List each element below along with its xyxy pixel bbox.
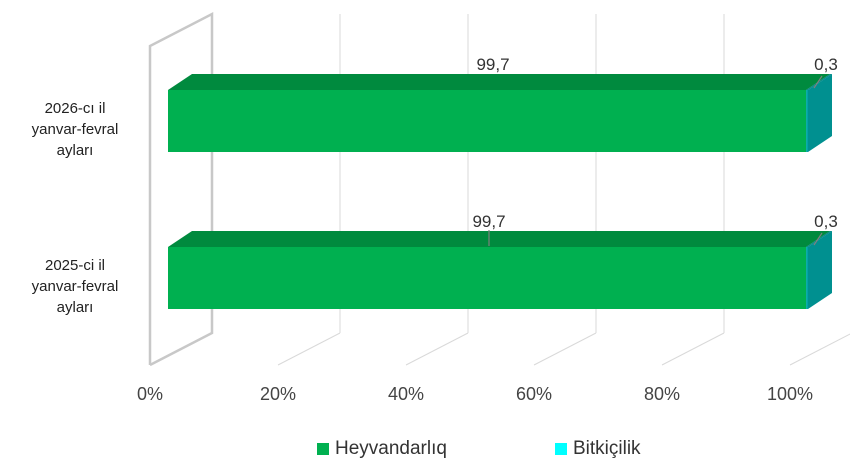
bar-top bbox=[806, 231, 832, 247]
data-label-leader bbox=[813, 75, 823, 89]
x-tick-label: 40% bbox=[388, 384, 424, 404]
floor-gridline bbox=[789, 333, 850, 366]
category-label-2025: 2025-ci il yanvar-fevral ayları bbox=[0, 255, 150, 318]
bar-side bbox=[808, 74, 832, 152]
bar-front bbox=[806, 90, 808, 152]
category-label-line: ayları bbox=[56, 299, 94, 316]
x-tick-label: 80% bbox=[644, 384, 680, 404]
legend-label-heyvandarliq: Heyvandarlıq bbox=[335, 438, 447, 459]
floor-gridline bbox=[533, 332, 597, 366]
data-label: 99,7 bbox=[472, 212, 505, 231]
data-label: 0,3 bbox=[814, 55, 838, 74]
category-label-line: 2025-ci il bbox=[44, 257, 106, 274]
x-tick-label: 20% bbox=[260, 384, 296, 404]
legend: Heyvandarlıq Bitkiçilik bbox=[0, 438, 850, 459]
bar-front bbox=[168, 247, 807, 309]
legend-item-heyvandarliq[interactable]: Heyvandarlıq bbox=[317, 438, 447, 460]
bar-side bbox=[808, 231, 832, 309]
floor-gridline bbox=[661, 332, 725, 366]
legend-item-bitkicilik[interactable]: Bitkiçilik bbox=[555, 438, 641, 460]
data-label-leader bbox=[813, 232, 823, 246]
legend-swatch-heyvandarliq bbox=[317, 443, 329, 455]
floor-gridline bbox=[405, 332, 469, 366]
legend-swatch-bitkicilik bbox=[555, 443, 567, 455]
side-wall bbox=[148, 11, 214, 367]
x-tick-label: 60% bbox=[516, 384, 552, 404]
category-label-line: yanvar-fevral bbox=[31, 278, 119, 295]
category-label-line: yanvar-fevral bbox=[31, 121, 119, 138]
legend-label-bitkicilik: Bitkiçilik bbox=[573, 438, 641, 459]
bar-front bbox=[168, 90, 807, 152]
x-tick-label: 100% bbox=[767, 384, 813, 404]
category-label-line: 2026-cı il bbox=[44, 100, 106, 117]
data-label: 0,3 bbox=[814, 212, 838, 231]
x-tick-label: 0% bbox=[137, 384, 163, 404]
floor-gridline bbox=[277, 332, 341, 366]
category-label-2026: 2026-cı il yanvar-fevral ayları bbox=[0, 98, 150, 161]
bar-front bbox=[806, 247, 808, 309]
bar-top bbox=[806, 74, 832, 90]
data-label: 99,7 bbox=[476, 55, 509, 74]
bar-top bbox=[168, 74, 831, 90]
category-label-line: ayları bbox=[56, 142, 94, 159]
bar-top bbox=[168, 231, 831, 247]
